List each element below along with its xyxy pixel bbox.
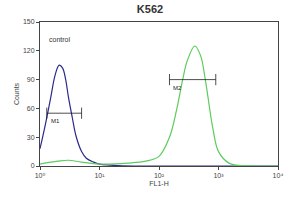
- svg-text:control: control: [49, 36, 70, 43]
- svg-text:90: 90: [27, 76, 35, 83]
- svg-text:60: 60: [27, 105, 35, 112]
- svg-text:120: 120: [23, 47, 35, 54]
- svg-text:0: 0: [31, 162, 35, 169]
- svg-text:K562: K562: [137, 3, 163, 15]
- svg-text:Counts: Counts: [13, 82, 20, 105]
- svg-text:10²: 10²: [154, 172, 165, 179]
- svg-text:M2: M2: [173, 85, 182, 91]
- svg-text:10³: 10³: [213, 172, 224, 179]
- svg-text:30: 30: [27, 134, 35, 141]
- svg-text:M1: M1: [51, 118, 60, 124]
- svg-text:10⁰: 10⁰: [35, 172, 46, 179]
- svg-text:FL1-H: FL1-H: [149, 180, 168, 187]
- svg-text:10¹: 10¹: [94, 172, 105, 179]
- svg-text:10⁴: 10⁴: [273, 172, 284, 179]
- svg-text:150: 150: [23, 18, 35, 25]
